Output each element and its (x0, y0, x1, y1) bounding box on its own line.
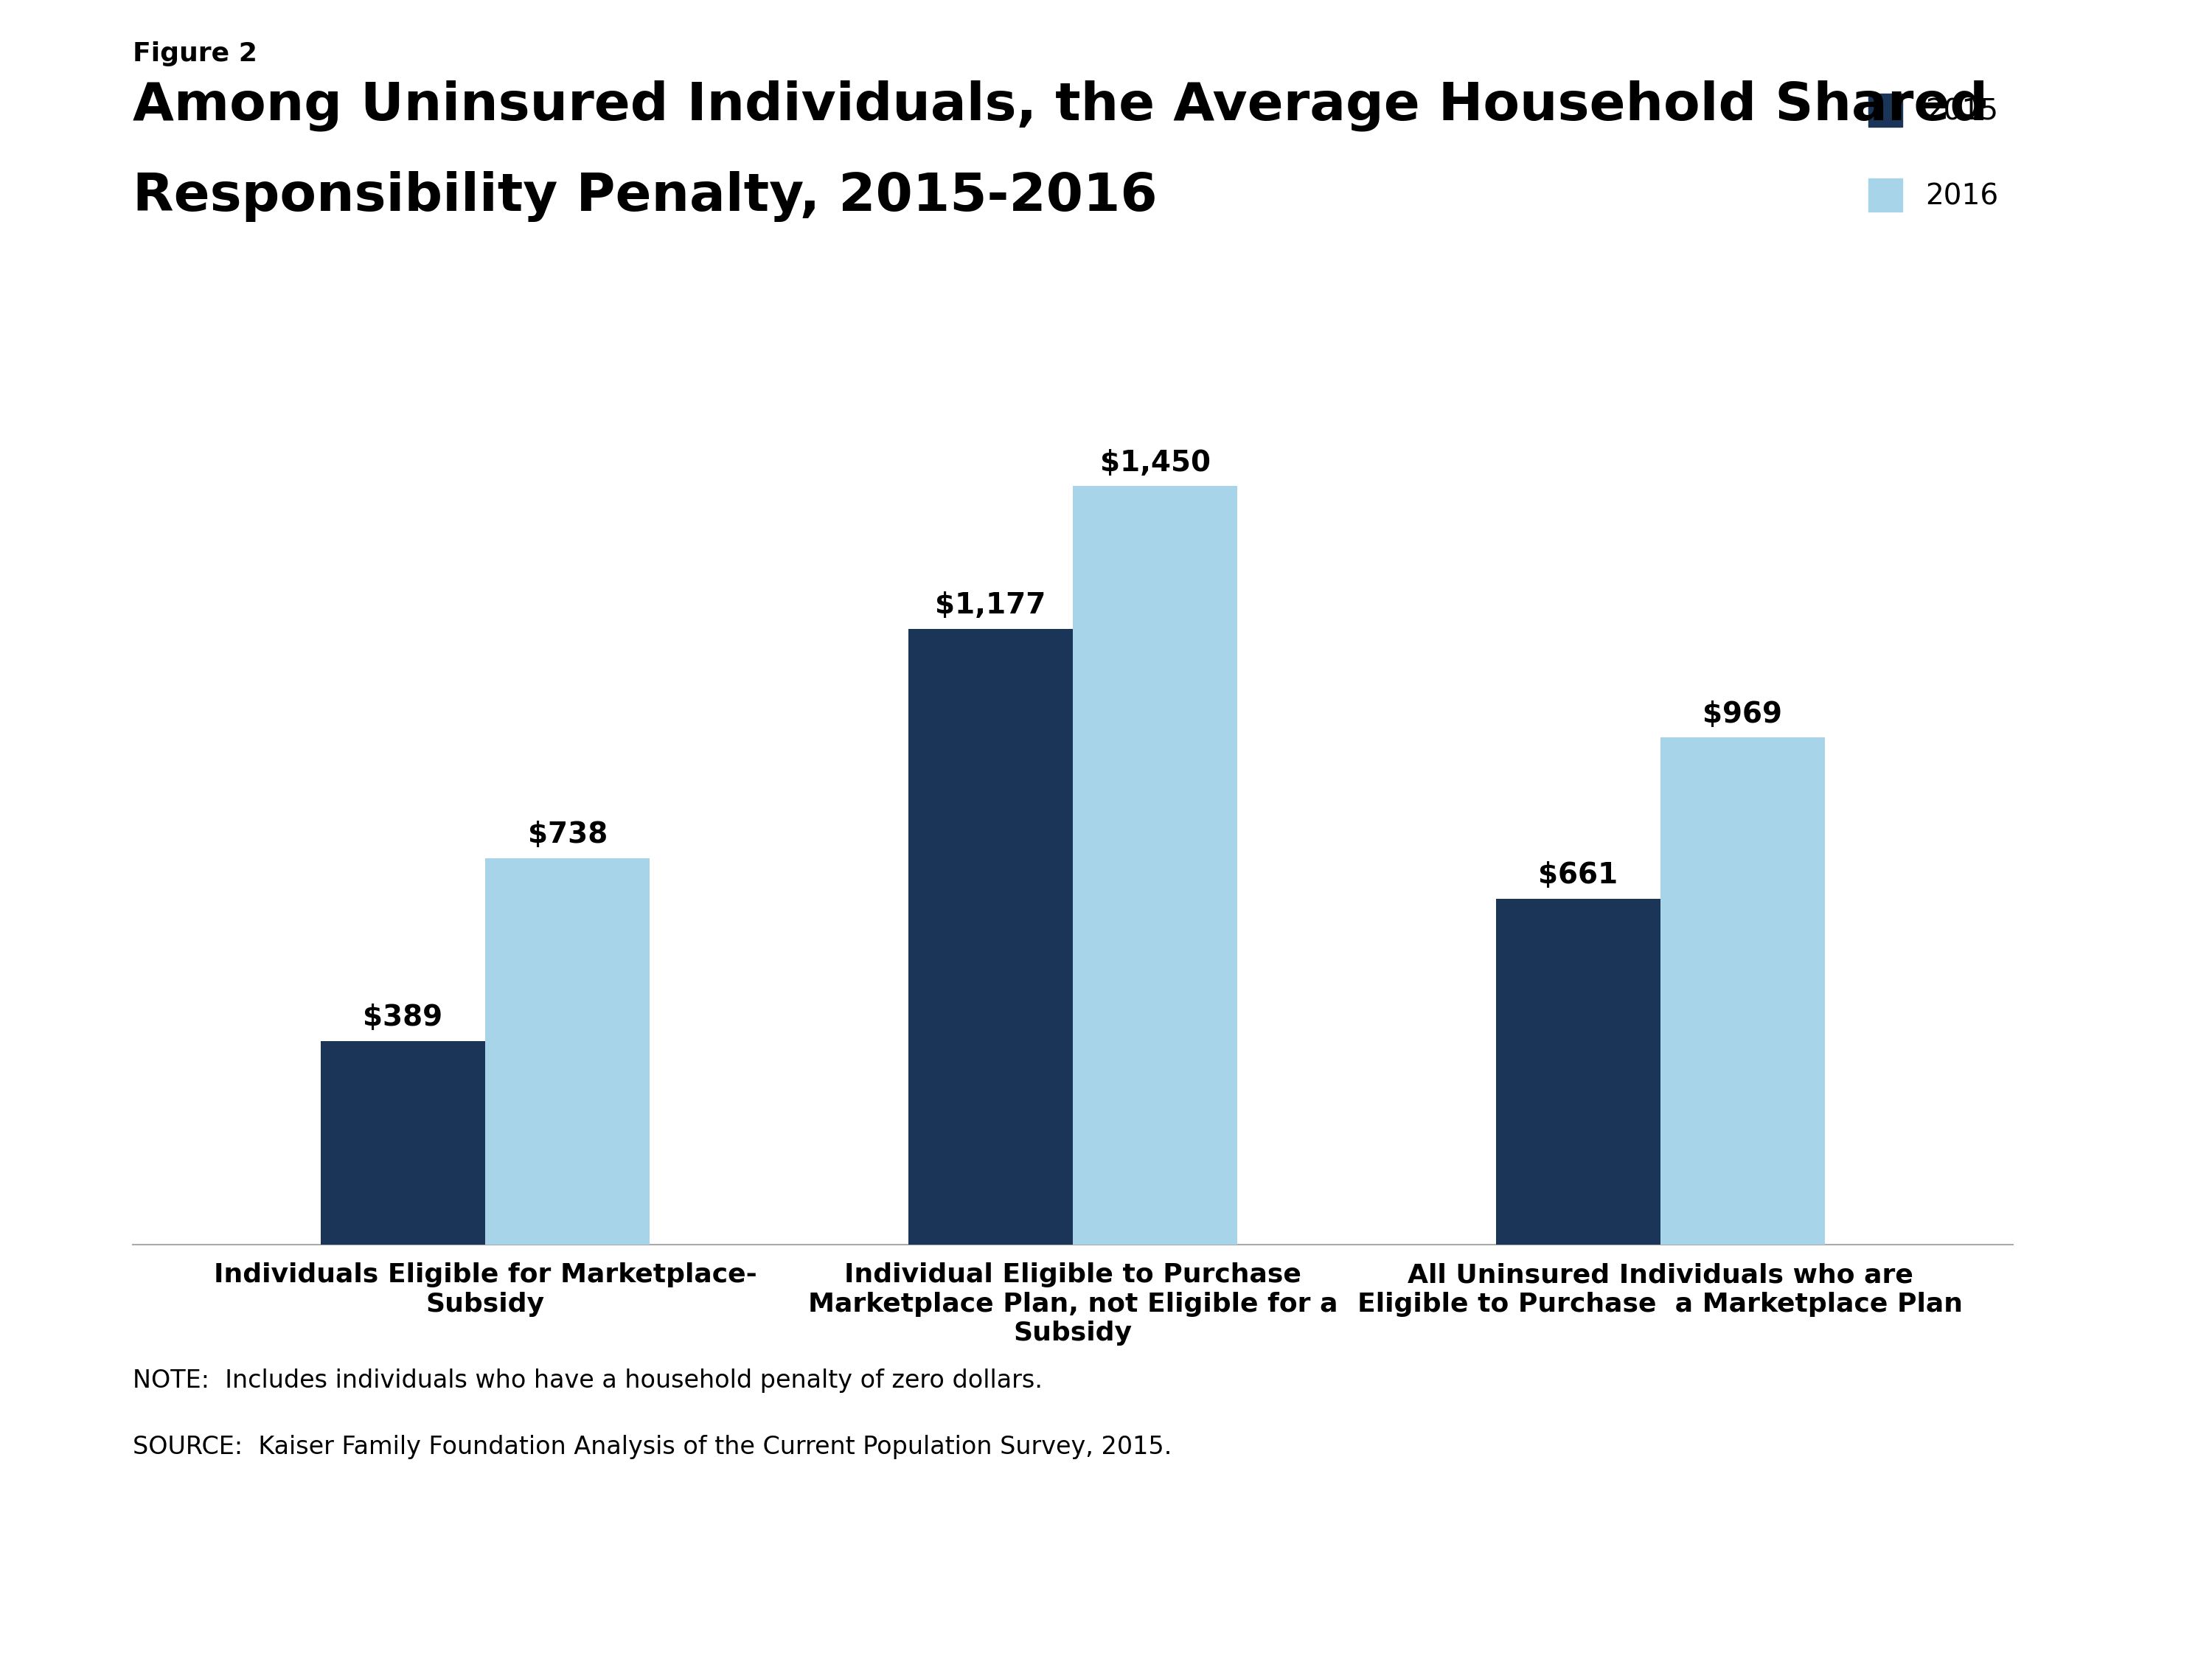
Text: FAMILY: FAMILY (1913, 1503, 2013, 1526)
Bar (1073, 486, 1237, 1244)
Text: $389: $389 (363, 1004, 442, 1032)
Legend: 2015, 2016: 2015, 2016 (1869, 95, 2000, 212)
Text: KAISER: KAISER (1913, 1478, 2013, 1501)
Text: $738: $738 (529, 821, 608, 849)
Text: $1,450: $1,450 (1099, 448, 1210, 476)
Bar (321, 1040, 484, 1244)
Bar (1661, 738, 1825, 1244)
Text: $661: $661 (1537, 861, 1617, 889)
Text: $969: $969 (1703, 700, 1783, 728)
Text: Figure 2: Figure 2 (133, 41, 257, 66)
Text: Among Uninsured Individuals, the Average Household Shared: Among Uninsured Individuals, the Average… (133, 80, 1989, 131)
Text: Responsibility Penalty, 2015-2016: Responsibility Penalty, 2015-2016 (133, 171, 1157, 222)
Bar (909, 629, 1073, 1244)
Text: FOUNDATION: FOUNDATION (1911, 1569, 2015, 1583)
Text: $1,177: $1,177 (936, 592, 1046, 619)
Text: THE HENRY J.: THE HENRY J. (1909, 1428, 2017, 1442)
Text: NOTE:  Includes individuals who have a household penalty of zero dollars.: NOTE: Includes individuals who have a ho… (133, 1369, 1042, 1394)
Text: SOURCE:  Kaiser Family Foundation Analysis of the Current Population Survey, 201: SOURCE: Kaiser Family Foundation Analysi… (133, 1435, 1172, 1460)
Bar (484, 858, 650, 1244)
Bar (1495, 899, 1661, 1244)
